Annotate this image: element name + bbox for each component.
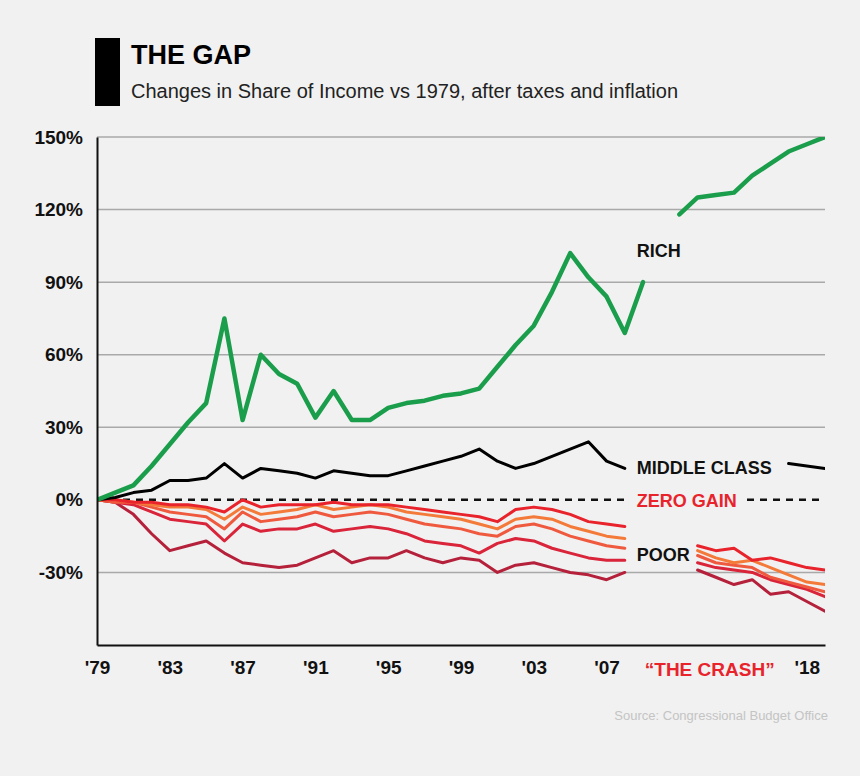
y-tick-label: 90%	[45, 272, 83, 293]
series-label: POOR	[637, 545, 690, 565]
y-tick: 0%	[56, 489, 97, 510]
y-tick: 30%	[45, 417, 97, 438]
grid-line	[97, 427, 825, 429]
series-line	[97, 500, 825, 611]
x-tick-label: '91	[303, 657, 329, 678]
chart-svg: THE GAP Changes in Share of Income vs 197…	[0, 0, 860, 776]
grid-line	[97, 572, 825, 574]
grid-line	[97, 354, 825, 356]
subtitle: Changes in Share of Income vs 1979, afte…	[131, 80, 678, 102]
y-axis: -30% 0% 30% 60% 90% 120% 150%	[34, 127, 97, 646]
series-label: MIDDLE CLASS	[637, 458, 772, 478]
x-tick: '87	[230, 645, 256, 678]
x-tick: '07	[594, 645, 620, 678]
labels: RICH MIDDLE CLASS POOR ZERO GAIN “THE CRASH”…	[614, 241, 828, 723]
y-tick-label: 60%	[45, 344, 83, 365]
grid-line	[97, 209, 825, 211]
x-tick: '79	[85, 645, 111, 678]
x-tick-label: '18	[794, 657, 820, 678]
x-tick-label: '99	[449, 657, 475, 678]
title-bar	[95, 38, 120, 106]
zero-label-group: ZERO GAIN	[629, 489, 745, 513]
background	[0, 0, 860, 776]
x-axis-line	[98, 645, 826, 647]
y-tick-label: 120%	[34, 199, 83, 220]
y-tick: 90%	[45, 272, 97, 293]
x-tick-label: '95	[376, 657, 402, 678]
y-tick: 150%	[34, 127, 97, 148]
source: Source: Congressional Budget Office	[614, 708, 828, 723]
annotation-background	[629, 489, 745, 513]
y-tick: 120%	[34, 199, 97, 220]
x-tick-label: '87	[230, 657, 256, 678]
title: THE GAP	[131, 40, 251, 70]
x-tick-label: '07	[594, 657, 620, 678]
x-tick-label: '83	[157, 657, 183, 678]
series-line	[97, 500, 825, 592]
series-line	[97, 500, 825, 597]
lines	[97, 137, 825, 611]
y-tick: -30%	[39, 562, 97, 583]
annotation: “THE CRASH”	[645, 659, 775, 680]
grid-line	[97, 136, 825, 138]
y-tick-label: -30%	[39, 562, 83, 583]
series-line	[97, 137, 825, 500]
y-tick-label: 30%	[45, 417, 83, 438]
chart-container: THE GAP Changes in Share of Income vs 197…	[0, 0, 860, 776]
y-tick: 60%	[45, 344, 97, 365]
x-tick-label: '79	[85, 657, 111, 678]
y-tick-label: 0%	[56, 489, 84, 510]
x-tick: '99	[449, 645, 475, 678]
x-tick: '03	[521, 645, 547, 678]
x-tick: '83	[157, 645, 183, 678]
y-axis-line	[97, 138, 99, 646]
x-tick: '95	[376, 645, 402, 678]
x-tick-label: '03	[521, 657, 547, 678]
grid-line	[97, 281, 825, 283]
series-label: RICH	[637, 241, 681, 261]
x-tick: '18	[794, 645, 820, 678]
grid	[97, 137, 825, 572]
annotation: ZERO GAIN	[637, 491, 737, 511]
x-tick: '91	[303, 645, 329, 678]
y-tick-label: 150%	[34, 127, 83, 148]
